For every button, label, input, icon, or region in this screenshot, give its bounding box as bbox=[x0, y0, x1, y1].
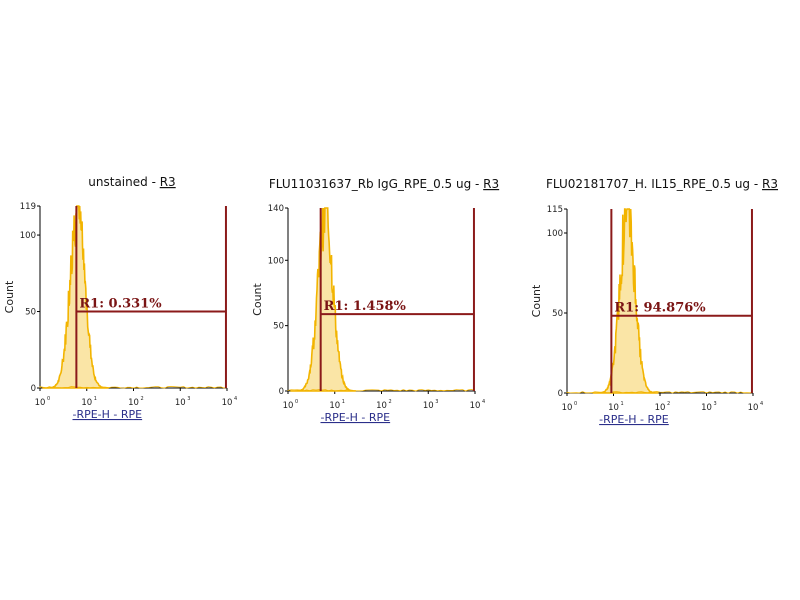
histogram-baseline bbox=[287, 389, 476, 392]
y-axis-label: Count bbox=[3, 280, 16, 313]
y-tick-label: 50 bbox=[25, 308, 36, 318]
x-tick-label: 10 bbox=[35, 398, 46, 408]
y-tick-label: 100 bbox=[547, 229, 563, 239]
x-axis-label[interactable]: -RPE-H - RPE bbox=[599, 413, 669, 426]
x-tick-label: 10 bbox=[655, 403, 666, 413]
x-tick-exponent: 2 bbox=[389, 399, 392, 405]
x-tick-exponent: 4 bbox=[234, 396, 237, 402]
gate-label: R1: 1.458% bbox=[324, 299, 407, 314]
x-tick-exponent: 3 bbox=[714, 401, 717, 407]
panel-title: FLU11031637_Rb IgG_RPE_0.5 ug - R3 bbox=[269, 177, 499, 191]
histogram-panel-2: FLU11031637_Rb IgG_RPE_0.5 ug - R3050100… bbox=[251, 177, 499, 424]
y-tick-label: 100 bbox=[268, 256, 284, 266]
gate-label: R1: 94.876% bbox=[614, 301, 706, 316]
x-tick-exponent: 4 bbox=[482, 399, 485, 405]
panel-title-text: FLU11031637_Rb IgG_RPE_0.5 ug bbox=[269, 177, 471, 191]
x-tick-exponent: 0 bbox=[574, 401, 577, 407]
y-tick-label: 0 bbox=[558, 389, 563, 399]
gate-link-r3[interactable]: R3 bbox=[762, 177, 778, 191]
x-tick-exponent: 1 bbox=[94, 396, 97, 402]
x-tick-label: 10 bbox=[701, 403, 712, 413]
y-axis-label: Count bbox=[530, 284, 543, 317]
x-tick-label: 10 bbox=[128, 398, 139, 408]
panel-title-separator: - bbox=[750, 177, 762, 191]
x-tick-label: 10 bbox=[470, 401, 481, 411]
y-tick-label: 100 bbox=[20, 231, 36, 241]
x-tick-label: 10 bbox=[376, 401, 387, 411]
panel-title: unstained - R3 bbox=[88, 175, 175, 189]
x-axis-label[interactable]: -RPE-H - RPE bbox=[320, 411, 390, 424]
y-tick-label: 50 bbox=[273, 322, 284, 332]
x-tick-label: 10 bbox=[608, 403, 619, 413]
panel-title: FLU02181707_H. IL15_RPE_0.5 ug - R3 bbox=[546, 177, 778, 191]
x-tick-exponent: 0 bbox=[47, 396, 50, 402]
histogram-panel-3: FLU02181707_H. IL15_RPE_0.5 ug - R305010… bbox=[530, 177, 778, 426]
panel-title-separator: - bbox=[471, 177, 483, 191]
panel-title-text: unstained bbox=[88, 175, 147, 189]
x-axis-label[interactable]: -RPE-H - RPE bbox=[72, 408, 142, 421]
y-tick-label: 119 bbox=[20, 202, 36, 212]
x-tick-exponent: 4 bbox=[760, 401, 763, 407]
panel-title-text: FLU02181707_H. IL15_RPE_0.5 ug bbox=[546, 177, 750, 191]
x-tick-label: 10 bbox=[748, 403, 759, 413]
y-tick-label: 140 bbox=[268, 204, 284, 214]
x-tick-exponent: 3 bbox=[435, 399, 438, 405]
x-tick-exponent: 1 bbox=[342, 399, 345, 405]
x-tick-label: 10 bbox=[222, 398, 233, 408]
panel-title-separator: - bbox=[148, 175, 160, 189]
y-tick-label: 50 bbox=[552, 309, 563, 319]
y-tick-label: 0 bbox=[31, 384, 36, 394]
x-tick-exponent: 2 bbox=[667, 401, 670, 407]
histogram-baseline bbox=[39, 386, 228, 389]
x-tick-label: 10 bbox=[562, 403, 573, 413]
histogram-baseline bbox=[566, 391, 754, 394]
x-tick-label: 10 bbox=[329, 401, 340, 411]
x-tick-label: 10 bbox=[423, 401, 434, 411]
x-tick-label: 10 bbox=[81, 398, 92, 408]
x-tick-exponent: 1 bbox=[621, 401, 624, 407]
x-tick-exponent: 0 bbox=[295, 399, 298, 405]
y-axis-label: Count bbox=[251, 282, 264, 315]
gate-link-r3[interactable]: R3 bbox=[483, 177, 499, 191]
x-tick-exponent: 2 bbox=[141, 396, 144, 402]
x-tick-exponent: 3 bbox=[187, 396, 190, 402]
y-tick-label: 0 bbox=[279, 387, 284, 397]
gate-label: R1: 0.331% bbox=[79, 297, 162, 312]
gate-link-r3[interactable]: R3 bbox=[160, 175, 176, 189]
x-tick-label: 10 bbox=[283, 401, 294, 411]
y-tick-label: 115 bbox=[547, 205, 563, 215]
x-tick-label: 10 bbox=[175, 398, 186, 408]
